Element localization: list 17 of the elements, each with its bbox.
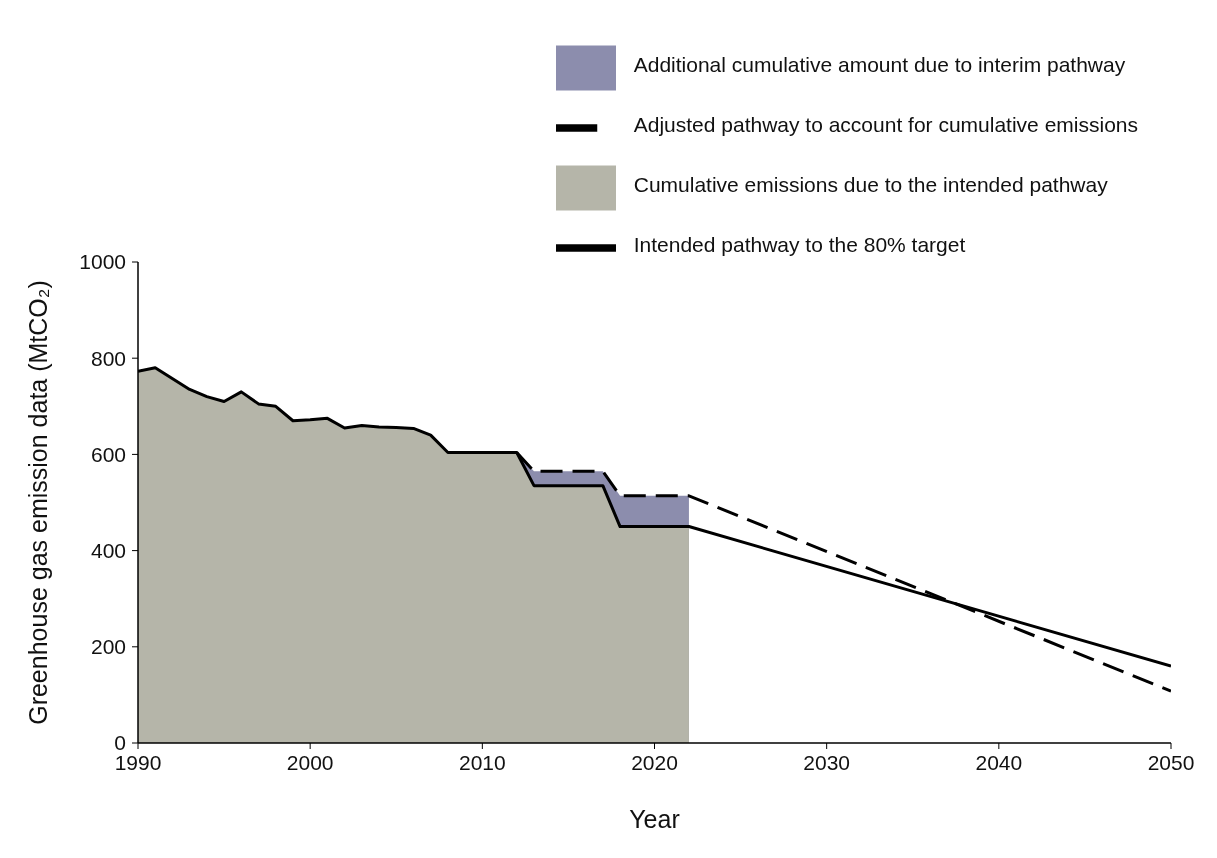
y-tick-label: 200 xyxy=(90,635,126,659)
y-tick-label: 600 xyxy=(90,442,126,466)
x-axis-title: Year xyxy=(629,805,680,833)
x-tick-label: 2030 xyxy=(803,750,851,774)
x-tick-label: 2010 xyxy=(458,750,506,774)
x-tick-label: 2040 xyxy=(975,750,1023,774)
x-tick-label: 2000 xyxy=(286,750,334,774)
legend-label: Intended pathway to the 80% target xyxy=(633,233,966,257)
legend-label: Cumulative emissions due to the intended pathway xyxy=(633,173,1108,197)
x-tick-label: 2050 xyxy=(1147,750,1195,774)
y-tick-label: 800 xyxy=(90,346,126,370)
y-tick-label: 400 xyxy=(90,539,126,563)
legend-label: Additional cumulative amount due to interim pathway xyxy=(633,53,1126,77)
y-tick-label: 1000 xyxy=(79,250,126,274)
legend-label: Adjusted pathway to account for cumulative emissions xyxy=(633,113,1138,137)
y-axis-title: Greenhouse gas emission data (MtCO₂) xyxy=(23,280,52,725)
x-tick-label: 2020 xyxy=(631,750,678,774)
